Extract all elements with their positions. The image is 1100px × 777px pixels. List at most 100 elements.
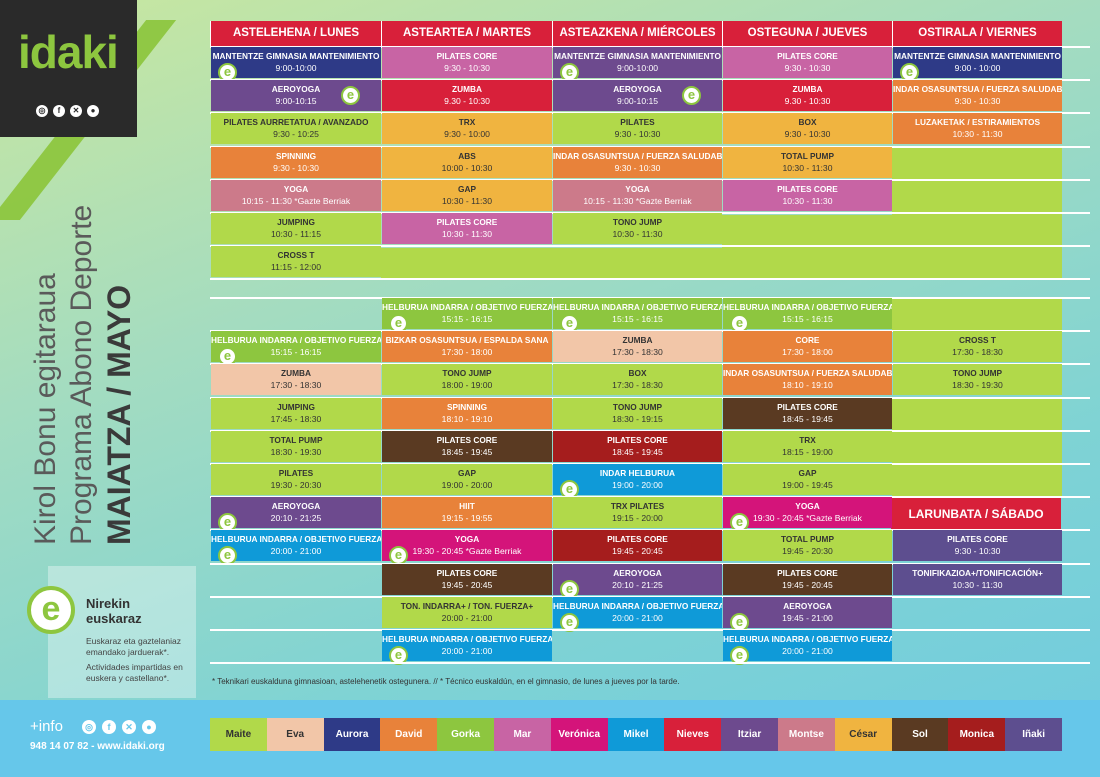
class-cell: YOGA 10:15 - 11:30 *Gazte Berriak <box>211 180 381 211</box>
facebook-icon[interactable]: f <box>53 105 65 117</box>
class-time: 10:15 - 11:30 *Gazte Berriak <box>241 196 351 206</box>
euskara-e-icon: e <box>27 586 75 634</box>
class-time: 19:00 - 19:45 <box>782 480 833 490</box>
class-name: PILATES CORE <box>777 402 838 412</box>
class-name: JUMPING <box>277 217 315 227</box>
class-cell: TOTAL PUMP 19:45 - 20:30 <box>723 530 892 561</box>
side-title: Kirol Bonu egitaraua Programa Abono Depo… <box>28 205 138 545</box>
class-cell: PILATES CORE 19:45 - 20:45 <box>723 564 892 595</box>
class-time: 18:30 - 19:30 <box>952 380 1003 390</box>
trainer-chip: Maite <box>210 718 267 751</box>
class-name: TOTAL PUMP <box>780 534 834 544</box>
euskara-e-icon: e <box>730 646 749 665</box>
class-name: HELBURUA INDARRA / OBJETIVO FUERZA <box>553 302 722 312</box>
trainer-chip: Gorka <box>437 718 494 751</box>
class-time: 17:30 - 18:30 <box>952 347 1003 357</box>
info-text-es: Actividades impartidas en euskera y cast… <box>86 662 183 683</box>
class-cell: BIZKAR OSASUNTSUA / ESPALDA SANA 17:30 - … <box>382 331 552 362</box>
class-name: PILATES CORE <box>777 51 838 61</box>
class-cell: INDAR OSASUNTSUA / FUERZA SALUDABLE 9:30 … <box>553 147 722 178</box>
class-time: 9:30 - 10:00 <box>444 129 490 139</box>
class-name: AEROYOGA <box>271 84 321 94</box>
class-cell: TRX PILATES 19:15 - 20:00 <box>553 497 722 528</box>
class-name: HELBURUA INDARRA / OBJETIVO FUERZA <box>211 534 381 544</box>
x-icon[interactable]: ✕ <box>122 720 136 734</box>
class-cell: HELBURUA INDARRA / OBJETIVO FUERZA 20:00 … <box>382 630 552 661</box>
row-divider <box>210 629 1090 631</box>
class-time: 15:15 - 16:15 <box>270 347 322 357</box>
class-name: ZUMBA <box>622 335 653 345</box>
x-icon[interactable]: ✕ <box>70 105 82 117</box>
class-cell: HELBURUA INDARRA / OBJETIVO FUERZA 20:00 … <box>723 630 892 661</box>
class-name: HELBURUA INDARRA / OBJETIVO FUERZA <box>723 634 892 644</box>
euskara-e-icon: e <box>218 63 237 82</box>
class-time: 20:00 - 21:00 <box>441 613 493 623</box>
facebook-icon[interactable]: f <box>102 720 116 734</box>
class-time: 17:45 - 18:30 <box>270 414 322 424</box>
class-cell: AEROYOGA 20:10 - 21:25 <box>553 564 722 595</box>
class-time: 15:15 - 16:15 <box>612 314 663 324</box>
class-time: 18:00 - 19:00 <box>441 380 493 390</box>
class-name: PILATES CORE <box>777 184 838 194</box>
class-name: BIZKAR OSASUNTSUA / ESPALDA SANA <box>385 335 549 345</box>
euskara-e-icon: e <box>389 646 408 665</box>
web-icon[interactable]: ● <box>142 720 156 734</box>
class-name: CORE <box>795 335 820 345</box>
class-cell: YOGA 19:30 - 20:45 *Gazte Berriak <box>382 530 552 561</box>
class-time: 18:10 - 19:10 <box>782 380 833 390</box>
class-name: SPINNING <box>446 402 488 412</box>
row-divider <box>210 278 1090 280</box>
class-cell: PILATES CORE 18:45 - 19:45 <box>553 431 722 462</box>
class-name: AEROYOGA <box>613 84 662 94</box>
class-name: GAP <box>458 184 476 194</box>
day-header: ASTEAZKENA / MIÉRCOLES <box>552 21 722 46</box>
class-time: 20:00 - 21:00 <box>612 613 663 623</box>
class-name: HELBURUA INDARRA / OBJETIVO FUERZA <box>723 302 892 312</box>
class-name: TONO JUMP <box>952 368 1003 378</box>
trainer-chip: César <box>834 718 892 751</box>
class-time: 19:00 - 20:00 <box>612 480 663 490</box>
class-time: 9:00-10:15 <box>275 96 317 106</box>
class-name: ZUMBA <box>281 368 311 378</box>
trainer-chip: Itziar <box>721 718 778 751</box>
class-cell: TONO JUMP 10:30 - 11:30 <box>553 213 722 244</box>
class-cell: PILATES CORE 9:30 - 10:30 <box>893 530 1062 561</box>
saturday-header: LARUNBATA / SÁBADO <box>891 498 1061 530</box>
contact-info[interactable]: 948 14 07 82 - www.idaki.org <box>30 741 165 752</box>
class-time: 9:30 - 10:30 <box>444 63 490 73</box>
instagram-icon[interactable]: ◎ <box>36 105 48 117</box>
instagram-icon[interactable]: ◎ <box>82 720 96 734</box>
class-cell: TONO JUMP 18:30 - 19:30 <box>893 364 1062 395</box>
class-cell: SPINNING 18:10 - 19:10 <box>382 398 552 429</box>
class-cell: ABS 10:00 - 10:30 <box>382 147 552 178</box>
trainer-chip: Monica <box>948 718 1006 751</box>
class-cell: CROSS T 11:15 - 12:00 <box>211 246 381 277</box>
class-cell: PILATES AURRETATUA / AVANZADO 9:30 - 10:2… <box>211 113 381 144</box>
euskara-e-icon: e <box>218 347 237 366</box>
class-cell: AEROYOGA 20:10 - 21:25 <box>211 497 381 528</box>
class-cell: PILATES CORE 18:45 - 19:45 <box>382 431 552 462</box>
class-name: PILATES CORE <box>947 534 1008 544</box>
class-name: LUZAKETAK / ESTIRAMIENTOS <box>914 117 1041 127</box>
class-cell: HELBURUA INDARRA / OBJETIVO FUERZA 15:15 … <box>553 298 722 329</box>
side-title-line2: Programa Abono Deporte <box>65 204 98 545</box>
class-cell: YOGA 10:15 - 11:30 *Gazte Berriak <box>553 180 722 211</box>
euskara-e-icon: e <box>682 86 701 105</box>
web-icon[interactable]: ● <box>87 105 99 117</box>
trainer-chip: David <box>380 718 438 751</box>
class-time: 19:45 - 20:45 <box>441 580 493 590</box>
class-cell: ZUMBA 17:30 - 18:30 <box>553 331 722 362</box>
class-name: TONO JUMP <box>612 402 663 412</box>
euskara-e-icon: e <box>560 480 579 499</box>
class-name: HELBURUA INDARRA / OBJETIVO FUERZA <box>382 634 552 644</box>
class-cell: PILATES CORE 9:30 - 10:30 <box>382 47 552 78</box>
trainer-chip: Nieves <box>664 718 722 751</box>
class-time: 9:30 - 10:30 <box>784 63 831 73</box>
class-cell: LUZAKETAK / ESTIRAMIENTOS 10:30 - 11:30 <box>893 113 1062 144</box>
class-cell: TRX 18:15 - 19:00 <box>723 431 892 462</box>
class-cell: SPINNING 9:30 - 10:30 <box>211 147 381 178</box>
class-time: 18:45 - 19:45 <box>612 447 663 457</box>
trainer-chip: Mikel <box>607 718 665 751</box>
class-name: TRX <box>458 117 476 127</box>
class-time: 11:15 - 12:00 <box>270 262 321 272</box>
